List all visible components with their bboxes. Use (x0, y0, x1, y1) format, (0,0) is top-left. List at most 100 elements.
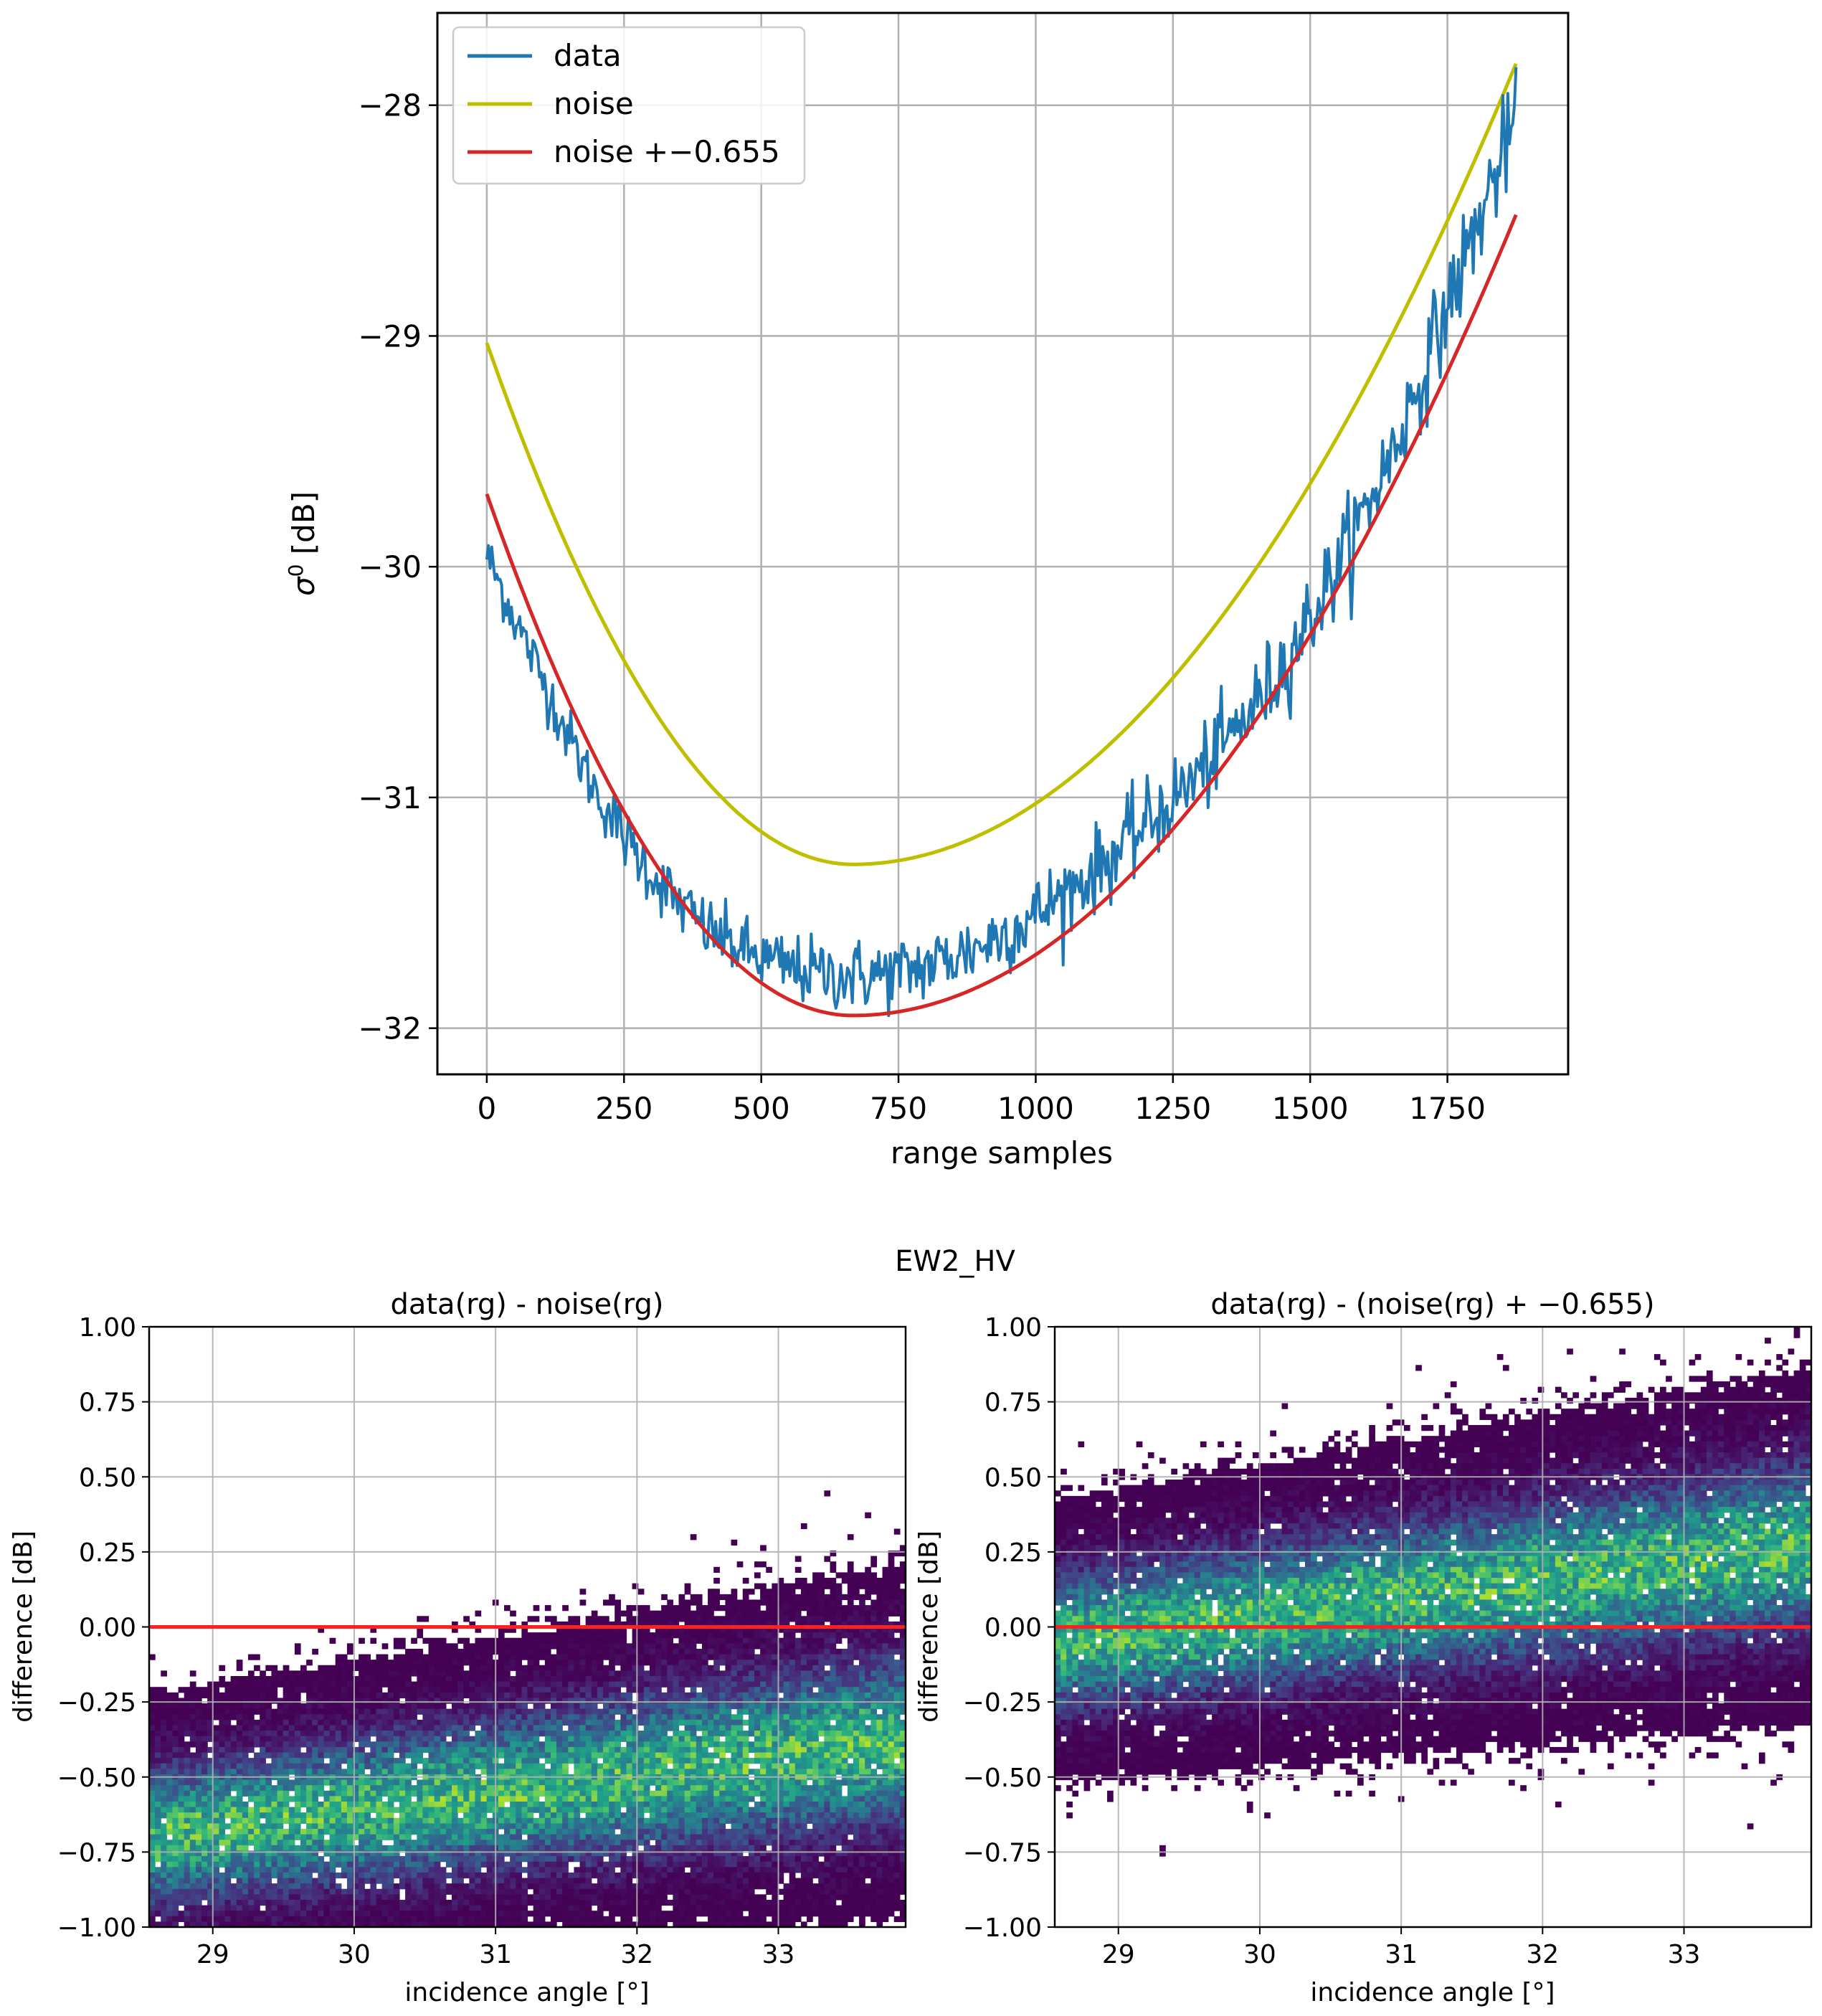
heatmap-cell (155, 1746, 161, 1754)
heatmap-cell (370, 1746, 377, 1754)
heatmap-cell (708, 1801, 714, 1808)
heatmap-cell (370, 1850, 377, 1857)
heatmap-cell (189, 1817, 196, 1825)
heatmap-cell (556, 1867, 563, 1873)
heatmap-cell (440, 1703, 447, 1710)
heatmap-cell (574, 1731, 581, 1737)
heatmap-cell (329, 1758, 336, 1764)
heatmap-cell (661, 1621, 668, 1628)
heatmap-cell (207, 1779, 214, 1786)
heatmap-cell (201, 1834, 208, 1840)
heatmap-cell (615, 1703, 621, 1710)
heatmap-cell (713, 1708, 720, 1715)
heatmap-cell (376, 1665, 383, 1671)
heatmap-cell (318, 1894, 325, 1901)
heatmap-cell (247, 1785, 255, 1792)
heatmap-cell (516, 1801, 522, 1808)
heatmap-cell (649, 1741, 656, 1748)
heatmap-cell (667, 1812, 673, 1819)
heatmap-cell (510, 1627, 516, 1633)
heatmap-cell (393, 1670, 400, 1677)
heatmap-cell (538, 1872, 546, 1879)
heatmap-cell (516, 1911, 522, 1917)
heatmap-cell (207, 1872, 214, 1879)
heatmap-cell (603, 1817, 609, 1825)
heatmap-cell (335, 1899, 342, 1906)
heatmap-cell (637, 1758, 645, 1764)
heatmap-cell (434, 1769, 441, 1775)
heatmap-cell (440, 1660, 447, 1666)
heatmap-cell (189, 1758, 196, 1764)
heatmap-cell (166, 1850, 174, 1857)
heatmap-cell (457, 1660, 464, 1666)
heatmap-cell (463, 1736, 470, 1742)
heatmap-cell (341, 1840, 348, 1846)
heatmap-cell (457, 1823, 464, 1830)
heatmap-cell (708, 1692, 714, 1699)
heatmap-cell (597, 1911, 604, 1917)
heatmap-cell (346, 1692, 354, 1699)
heatmap-cell (335, 1888, 342, 1895)
heatmap-cell (376, 1899, 383, 1906)
heatmap-cell (236, 1883, 243, 1890)
heatmap-cell (318, 1681, 325, 1688)
heatmap-cell (574, 1719, 581, 1726)
heatmap-cell (521, 1817, 528, 1825)
heatmap-cell (498, 1703, 505, 1710)
heatmap-cell (387, 1714, 394, 1721)
heatmap-cell (480, 1763, 488, 1769)
heatmap-cell (277, 1790, 284, 1797)
heatmap-cell (277, 1817, 284, 1825)
heatmap-cell (510, 1610, 516, 1617)
heatmap-cell (219, 1861, 226, 1868)
heatmap-cell (667, 1643, 673, 1650)
heatmap-cell (626, 1899, 633, 1906)
heatmap-cell (568, 1817, 575, 1825)
heatmap-cell (306, 1681, 313, 1688)
heatmap-cell (155, 1894, 161, 1901)
heatmap-cell (265, 1779, 272, 1786)
heatmap-cell (411, 1714, 417, 1721)
heatmap-cell (701, 1632, 708, 1639)
heatmap-cell (568, 1719, 575, 1726)
heatmap-cell (277, 1725, 284, 1731)
heatmap-cell (504, 1817, 511, 1825)
heatmap-cell (556, 1741, 563, 1748)
heatmap-cell (422, 1670, 430, 1677)
heatmap-cell (475, 1665, 482, 1671)
heatmap-cell (341, 1719, 348, 1726)
heatmap-cell (178, 1714, 185, 1721)
heatmap-cell (370, 1719, 377, 1726)
heatmap-cell (318, 1905, 325, 1911)
heatmap-cell (312, 1719, 318, 1726)
heatmap-cell (306, 1916, 313, 1922)
heatmap-cell (544, 1911, 551, 1917)
heatmap-cell (306, 1834, 313, 1840)
heatmap-cell (591, 1916, 598, 1922)
heatmap-cell (591, 1845, 598, 1852)
heatmap-cell (417, 1905, 424, 1911)
heatmap-cell (399, 1665, 406, 1671)
heatmap-cell (376, 1763, 383, 1769)
heatmap-cell (224, 1812, 232, 1819)
heatmap-cell (417, 1616, 424, 1622)
heatmap-cell (562, 1670, 569, 1677)
heatmap-cell (393, 1654, 400, 1660)
heatmap-cell (579, 1867, 587, 1873)
heatmap-cell (615, 1834, 621, 1840)
heatmap-cell (649, 1736, 656, 1742)
heatmap-cell (230, 1817, 237, 1825)
heatmap-cell (323, 1692, 331, 1699)
heatmap-cell (661, 1714, 668, 1721)
heatmap-cell (463, 1823, 470, 1830)
heatmap-cell (550, 1872, 557, 1879)
heatmap-cell (655, 1905, 662, 1911)
heatmap-cell (632, 1769, 639, 1775)
heatmap-cell (655, 1872, 662, 1879)
heatmap-cell (149, 1731, 156, 1737)
heatmap-cell (626, 1692, 633, 1699)
heatmap-cell (242, 1905, 249, 1911)
heatmap-cell (440, 1823, 447, 1830)
heatmap-cell (213, 1736, 219, 1742)
heatmap-cell (609, 1681, 615, 1688)
